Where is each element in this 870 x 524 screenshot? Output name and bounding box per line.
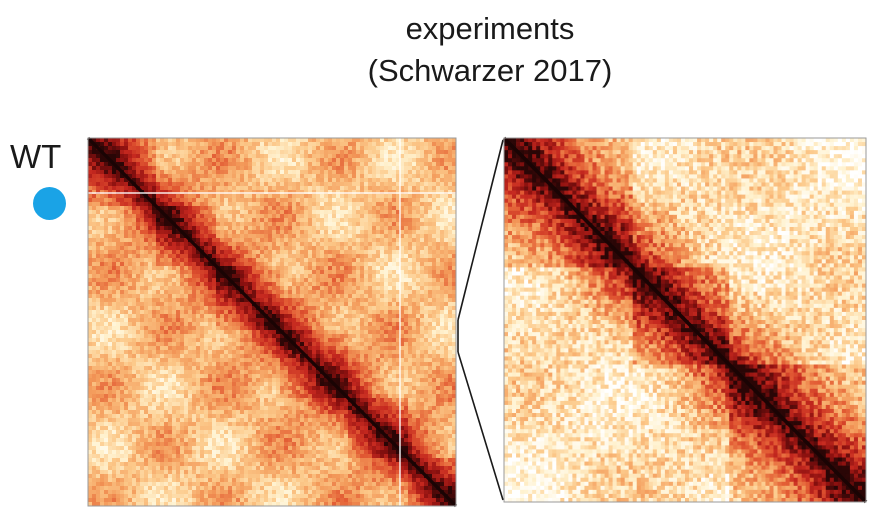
leftMap-diagonal [86,136,458,508]
zoom-connector-lines [457,139,504,501]
full-map-frame [87,137,457,507]
zoom-connector-top [457,139,504,321]
condition-marker-dot [33,187,66,220]
condition-label: WT [10,138,62,175]
figure-title: experiments (Schwarzer 2017) [250,8,730,92]
zoom-connector-bottom [457,351,504,501]
full-contact-map [86,136,458,508]
title-line-2: (Schwarzer 2017) [367,53,613,88]
rightMap-diagonal [502,136,868,504]
zoomed-contact-map [502,136,868,504]
zoomed-map-frame [503,137,867,503]
title-line-1: experiments [405,11,575,46]
